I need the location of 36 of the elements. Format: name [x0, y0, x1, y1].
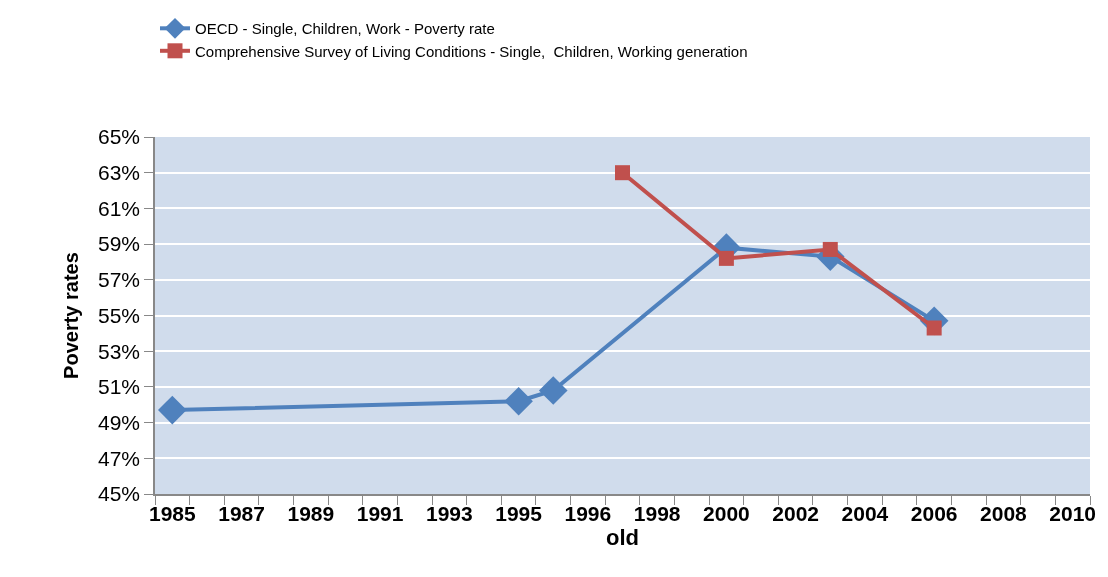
- x-tick-label: 2006: [910, 501, 958, 525]
- point: [158, 395, 187, 425]
- point: [822, 241, 838, 257]
- point: [718, 250, 734, 266]
- y-tick-label: 61%: [98, 196, 141, 220]
- x-tick-label: 1985: [148, 501, 196, 525]
- y-tick-label: 57%: [98, 268, 141, 292]
- y-tick-label: 49%: [98, 410, 141, 434]
- y-tick-label: 59%: [98, 232, 141, 256]
- y-tick-label: 65%: [98, 125, 141, 149]
- y-axis-title: Poverty rates: [60, 252, 83, 379]
- y-tick-label: 63%: [98, 161, 141, 185]
- point: [926, 320, 942, 336]
- x-tick-label: 1996: [564, 501, 612, 525]
- point: [615, 165, 630, 181]
- x-tick-label: 2002: [772, 501, 820, 525]
- point: [538, 376, 568, 405]
- x-tick-label: 1995: [495, 501, 543, 525]
- x-axis-title: old: [606, 525, 639, 551]
- x-tick-label: 1987: [218, 501, 265, 525]
- y-tick-label: 53%: [98, 339, 141, 363]
- x-tick-label: 1993: [425, 501, 473, 525]
- x-tick-label: 1998: [633, 501, 681, 525]
- y-tick-label: 47%: [98, 446, 141, 470]
- x-tick-label: 2008: [980, 501, 1028, 525]
- x-tick-label: 2004: [841, 501, 889, 525]
- legend-label: Comprehensive Survey of Living Conditions - Single, Children, Working generation: [195, 42, 748, 60]
- legend-label: OECD - Single, Children, Work - Poverty rate: [195, 20, 495, 38]
- y-tick-label: 51%: [98, 375, 141, 399]
- x-tick-label: 1989: [287, 501, 335, 525]
- point: [504, 386, 533, 416]
- x-tick-label: 1991: [356, 501, 404, 525]
- x-tick-label: 2000: [703, 501, 750, 525]
- x-tick-label: 2010: [1049, 501, 1097, 525]
- y-tick-label: 45%: [98, 482, 141, 506]
- y-tick-label: 55%: [98, 303, 141, 327]
